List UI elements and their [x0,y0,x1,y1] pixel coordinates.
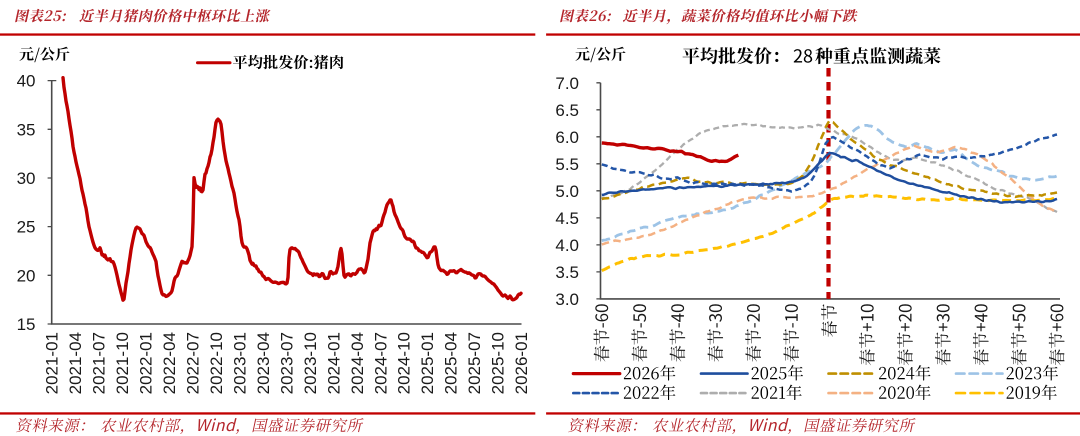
svg-text:25: 25 [17,218,36,237]
svg-text:2025-01: 2025-01 [418,332,437,394]
svg-text:2024-07: 2024-07 [371,332,390,394]
svg-text:2025-07: 2025-07 [465,332,484,394]
svg-text:2024-10: 2024-10 [395,332,414,394]
svg-text:2024-01: 2024-01 [324,332,343,394]
svg-text:40: 40 [17,72,36,91]
svg-text:2021-10: 2021-10 [113,332,132,394]
svg-text:4.0: 4.0 [555,236,579,255]
svg-text:2023-01: 2023-01 [230,332,249,394]
svg-text:2021-01: 2021-01 [42,332,61,394]
svg-text:30: 30 [17,169,36,188]
svg-text:2023-10: 2023-10 [301,332,320,394]
svg-text:2021-04: 2021-04 [66,332,85,394]
svg-text:20: 20 [17,266,36,285]
svg-text:2023-04: 2023-04 [254,332,273,394]
svg-text:3.0: 3.0 [555,290,579,309]
svg-text:2026-01: 2026-01 [512,332,531,394]
svg-text:2022-04: 2022-04 [160,332,179,394]
svg-text:2022-10: 2022-10 [207,332,226,394]
svg-text:15: 15 [17,315,36,334]
svg-text:6.5: 6.5 [555,101,579,120]
svg-text:3.5: 3.5 [555,263,579,282]
svg-text:5.5: 5.5 [555,155,579,174]
svg-text:2021-07: 2021-07 [89,332,108,394]
svg-text:7.0: 7.0 [555,74,579,93]
svg-text:4.5: 4.5 [555,209,579,228]
svg-text:2024-04: 2024-04 [348,332,367,394]
svg-text:6.0: 6.0 [555,128,579,147]
svg-text:2023-07: 2023-07 [277,332,296,394]
svg-text:2025-04: 2025-04 [442,332,461,394]
svg-text:2022-01: 2022-01 [136,332,155,394]
svg-text:35: 35 [17,120,36,139]
svg-text:2025-10: 2025-10 [489,332,508,394]
svg-text:5.0: 5.0 [555,182,579,201]
svg-text:2022-07: 2022-07 [183,332,202,394]
